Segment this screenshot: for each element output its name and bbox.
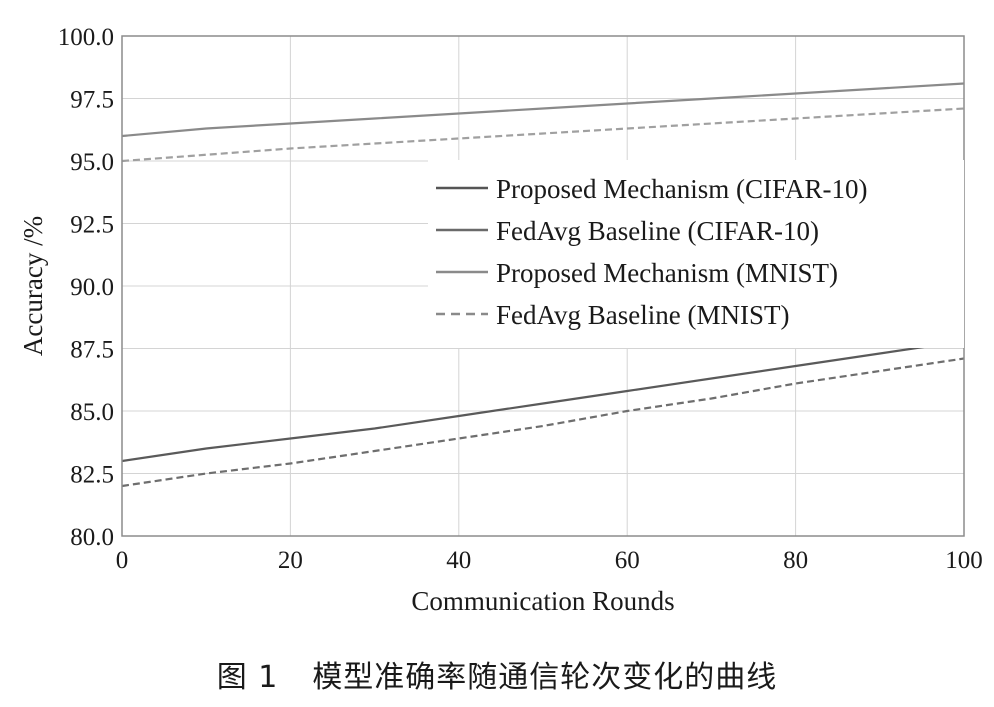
series-lines [121, 82, 965, 488]
x-axis-title: Communication Rounds [411, 586, 674, 616]
accuracy-line-chart: 0 20 40 60 80 100 80.0 82.5 85.0 87.5 90.0 92.5 95.… [18, 24, 983, 616]
legend: Proposed Mechanism (CIFAR-10) FedAvg Base… [428, 160, 964, 348]
series-line-2 [121, 357, 965, 488]
x-tick-label: 20 [278, 547, 303, 574]
x-tick-label: 80 [783, 547, 808, 574]
y-tick-label: 87.5 [70, 337, 114, 364]
y-tick-label: 95.0 [70, 149, 114, 176]
series-line-1 [121, 339, 965, 463]
x-tick-label: 40 [446, 547, 471, 574]
y-tick-label: 100.0 [58, 24, 114, 51]
legend-label: FedAvg Baseline (CIFAR-10) [496, 216, 819, 246]
figure-number: 图 1 [216, 660, 279, 695]
y-axis-ticks: 80.0 82.5 85.0 87.5 90.0 92.5 95.0 97.5 100.0 [58, 24, 114, 551]
x-axis-ticks: 0 20 40 60 80 100 [116, 547, 983, 574]
y-tick-label: 85.0 [70, 399, 114, 426]
x-tick-label: 0 [116, 547, 129, 574]
x-tick-label: 100 [945, 547, 983, 574]
figure-caption-text: 模型准确率随通信轮次变化的曲线 [312, 660, 778, 695]
y-axis-title: Accuracy /% [18, 216, 48, 356]
y-tick-label: 82.5 [70, 462, 114, 489]
legend-label: FedAvg Baseline (MNIST) [496, 300, 789, 330]
figure-caption: 图 1 模型准确率随通信轮次变化的曲线 [0, 652, 994, 696]
legend-label: Proposed Mechanism (MNIST) [496, 258, 838, 288]
y-tick-label: 92.5 [70, 212, 114, 239]
series-line-3 [121, 82, 965, 138]
series-line-4 [121, 107, 965, 163]
x-tick-label: 60 [615, 547, 640, 574]
y-tick-label: 97.5 [70, 87, 114, 114]
y-tick-label: 80.0 [70, 524, 114, 551]
legend-label: Proposed Mechanism (CIFAR-10) [496, 174, 867, 204]
y-tick-label: 90.0 [70, 274, 114, 301]
legend-box [428, 160, 964, 348]
